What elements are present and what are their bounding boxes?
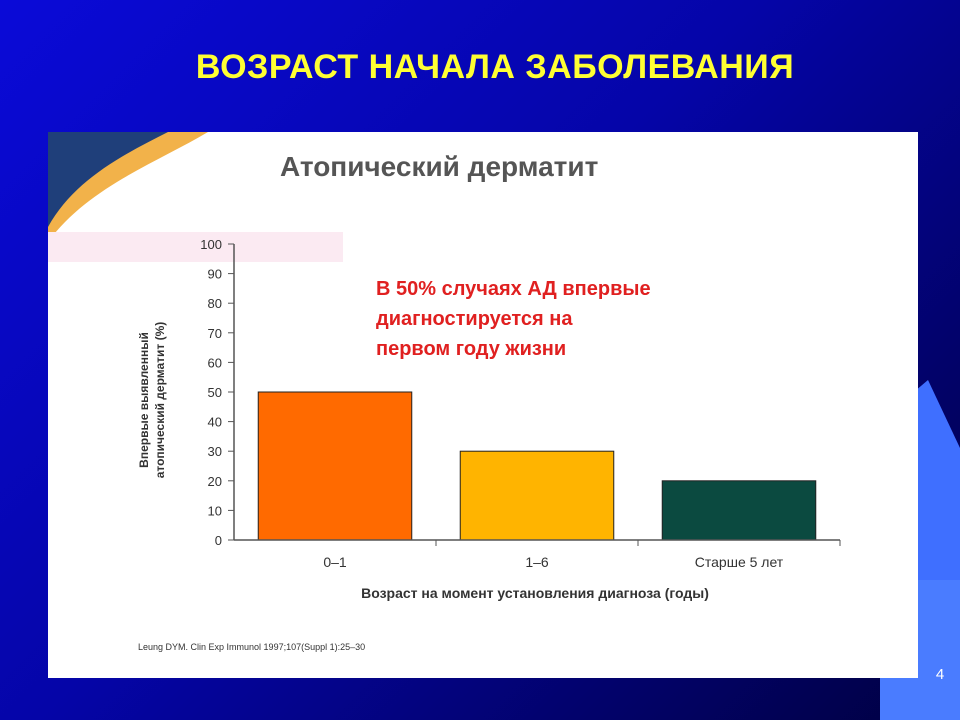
x-tick-label: Старше 5 лет [695, 554, 784, 570]
chart-annotation-line-3: первом году жизни [376, 338, 566, 360]
chart-panel: Атопический дерматит В 50% случаях АД вп… [48, 132, 918, 678]
slide-title: ВОЗРАСТ НАЧАЛА ЗАБОЛЕВАНИЯ [195, 48, 795, 86]
x-tick-label: 1–6 [525, 554, 549, 570]
y-tick-label: 30 [208, 444, 222, 459]
y-tick-label: 40 [208, 415, 222, 430]
y-axis: 0 10 20 30 40 50 60 70 80 90 100 [200, 237, 235, 548]
y-tick-label: 70 [208, 326, 222, 341]
corner-decoration-blue [48, 132, 168, 227]
chart-annotation-line-2: диагностируется на [376, 308, 573, 330]
bar [661, 480, 817, 541]
page-number: 4 [935, 666, 945, 683]
source-citation: Leung DYM. Clin Exp Immunol 1997;107(Sup… [138, 642, 365, 652]
y-tick-label: 60 [208, 355, 222, 370]
y-tick-label: 50 [208, 385, 222, 400]
y-tick-label: 0 [215, 533, 222, 548]
chart-annotation-line-1: В 50% случаях АД впервые [376, 278, 651, 300]
x-axis-label: Возраст на момент установления диагноза … [361, 585, 709, 601]
corner-pink-band [48, 232, 343, 262]
y-tick-label: 20 [208, 474, 222, 489]
bar [257, 391, 413, 541]
chart-title: Атопический дерматит [280, 151, 598, 182]
chart: Атопический дерматит В 50% случаях АД вп… [48, 132, 841, 652]
y-tick-label: 10 [208, 503, 222, 518]
x-axis: 0–1 1–6 Старше 5 лет [234, 539, 841, 570]
y-tick-label: 80 [208, 296, 222, 311]
bars [257, 391, 817, 541]
y-tick-label: 90 [208, 267, 222, 282]
x-tick-label: 0–1 [323, 554, 347, 570]
y-axis-label-line-2: атопический дерматит (%) [153, 322, 167, 479]
y-axis-label-line-1: Впервые выявленный [137, 332, 151, 468]
bar [459, 450, 615, 541]
y-tick-label: 100 [200, 237, 222, 252]
